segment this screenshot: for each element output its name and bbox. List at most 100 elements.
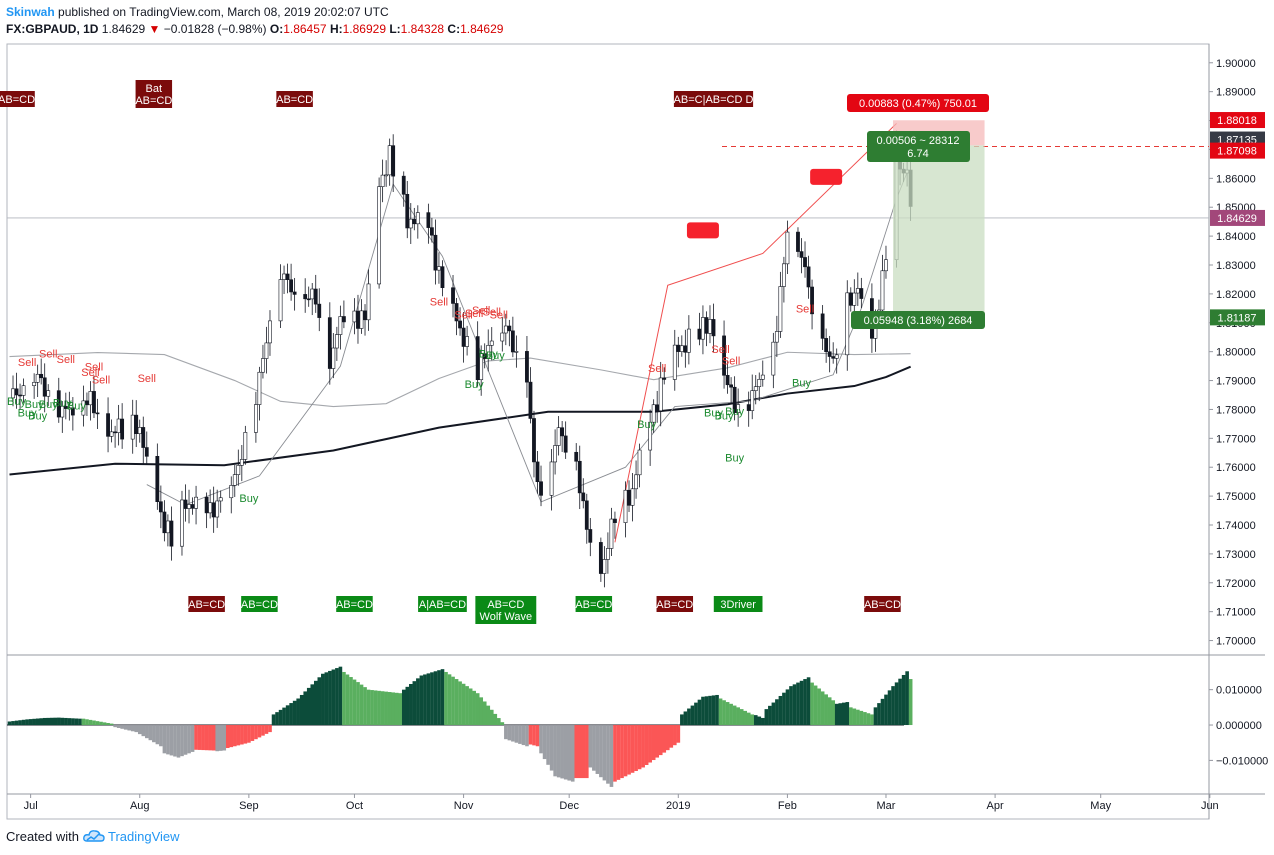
candle xyxy=(155,443,160,510)
buy-signal-label: Buy xyxy=(39,399,58,411)
osc-histogram-bar xyxy=(92,720,96,726)
buy-signal-label: Buy xyxy=(25,399,44,411)
pattern-label-box xyxy=(276,91,313,107)
osc-histogram-bar xyxy=(398,693,403,726)
candle xyxy=(306,286,311,307)
osc-histogram-bar xyxy=(574,725,579,779)
candle xyxy=(56,377,61,423)
osc-histogram-bar xyxy=(148,725,153,741)
candle xyxy=(810,279,814,330)
candle-up-body xyxy=(609,518,614,549)
sell-signal-label: Sell xyxy=(711,344,729,356)
candle xyxy=(120,403,125,449)
candle xyxy=(507,319,512,347)
osc-histogram-bar xyxy=(78,718,82,726)
price-tick-label: 1.74000 xyxy=(1216,520,1256,532)
candle-up-body xyxy=(331,347,336,369)
candle xyxy=(39,358,44,385)
osc-histogram-bar xyxy=(113,725,117,728)
candle-up-body xyxy=(384,174,389,177)
osc-histogram-bar xyxy=(620,725,624,779)
osc-histogram-bar xyxy=(250,725,255,741)
candle-down-body xyxy=(532,418,536,463)
author-name[interactable]: Skinwah xyxy=(6,5,55,19)
osc-histogram-bar xyxy=(771,702,776,726)
osc-histogram-bar xyxy=(891,686,895,726)
footer-prefix: Created with xyxy=(6,829,79,844)
osc-histogram-bar xyxy=(708,695,712,726)
candle xyxy=(806,255,811,299)
candle-up-body xyxy=(834,354,839,359)
candle xyxy=(820,305,825,350)
osc-histogram-bar xyxy=(67,718,72,726)
sell-signal-label: Sell xyxy=(92,374,110,386)
osc-histogram-bar xyxy=(599,725,603,778)
osc-histogram-bar xyxy=(14,720,19,726)
osc-histogram-bar xyxy=(25,719,29,726)
buy-signal-label: Buy xyxy=(479,348,498,360)
osc-histogram-bar xyxy=(764,709,769,726)
candle-down-body xyxy=(539,481,543,496)
candle-down-body xyxy=(190,504,195,509)
osc-histogram-bar xyxy=(567,725,572,781)
candle xyxy=(454,298,459,336)
osc-histogram-bar xyxy=(102,722,107,726)
osc-histogram-bar xyxy=(345,674,350,726)
candle-down-body xyxy=(848,292,853,306)
candle xyxy=(134,400,139,448)
osc-histogram-bar xyxy=(901,674,906,726)
candle xyxy=(475,321,480,387)
osc-histogram-bar xyxy=(507,725,512,741)
osc-histogram-bar xyxy=(225,725,230,749)
candle xyxy=(796,227,800,258)
pattern-label-text: AB=CD xyxy=(656,599,693,611)
osc-histogram-bar xyxy=(201,725,205,751)
candle-up-body xyxy=(479,353,484,381)
candle xyxy=(415,205,420,239)
candle xyxy=(581,478,586,509)
osc-histogram-bar xyxy=(229,725,234,748)
candle xyxy=(440,260,445,297)
pattern-label-box xyxy=(864,596,901,612)
candle-down-body xyxy=(92,391,96,414)
osc-histogram-bar xyxy=(803,679,807,726)
candle xyxy=(278,264,283,328)
candle-down-body xyxy=(732,386,737,413)
sell-signal-label: Sell xyxy=(81,367,99,379)
position-stop-badge xyxy=(847,94,989,112)
candle xyxy=(662,367,667,385)
candle xyxy=(514,335,519,368)
chart-header-publish: Skinwah published on TradingView.com, Ma… xyxy=(6,5,389,19)
candle xyxy=(303,278,308,313)
osc-histogram-bar xyxy=(46,717,51,726)
time-tick-label: Nov xyxy=(454,800,474,812)
osc-histogram-bar xyxy=(240,725,244,745)
price-tick-label: 1.70000 xyxy=(1216,636,1256,648)
candle-down-body xyxy=(454,303,459,322)
candle xyxy=(109,419,114,443)
candle-down-body xyxy=(356,310,360,329)
osc-histogram-bar xyxy=(768,705,772,726)
candle-down-body xyxy=(806,266,811,288)
candle-up-body xyxy=(651,404,656,423)
candle xyxy=(384,160,389,187)
candle-down-body xyxy=(697,328,702,340)
candle-up-body xyxy=(672,344,677,380)
osc-histogram-bar xyxy=(482,701,487,726)
osc-tick-label: −0.010000 xyxy=(1216,755,1268,767)
candle-up-body xyxy=(352,310,357,323)
osc-histogram-bar xyxy=(303,691,308,726)
candle-up-body xyxy=(602,559,607,574)
candle-up-body xyxy=(187,504,191,509)
candle xyxy=(510,316,515,358)
osc-histogram-bar xyxy=(694,702,698,726)
footer-brand[interactable]: TradingView xyxy=(108,829,180,844)
candle xyxy=(704,311,709,347)
candle-up-body xyxy=(658,377,663,412)
candle xyxy=(11,375,15,407)
candle-down-body xyxy=(18,394,22,397)
candle-up-body xyxy=(852,292,857,306)
osc-histogram-bar xyxy=(718,698,723,726)
osc-histogram-bar xyxy=(380,691,385,726)
